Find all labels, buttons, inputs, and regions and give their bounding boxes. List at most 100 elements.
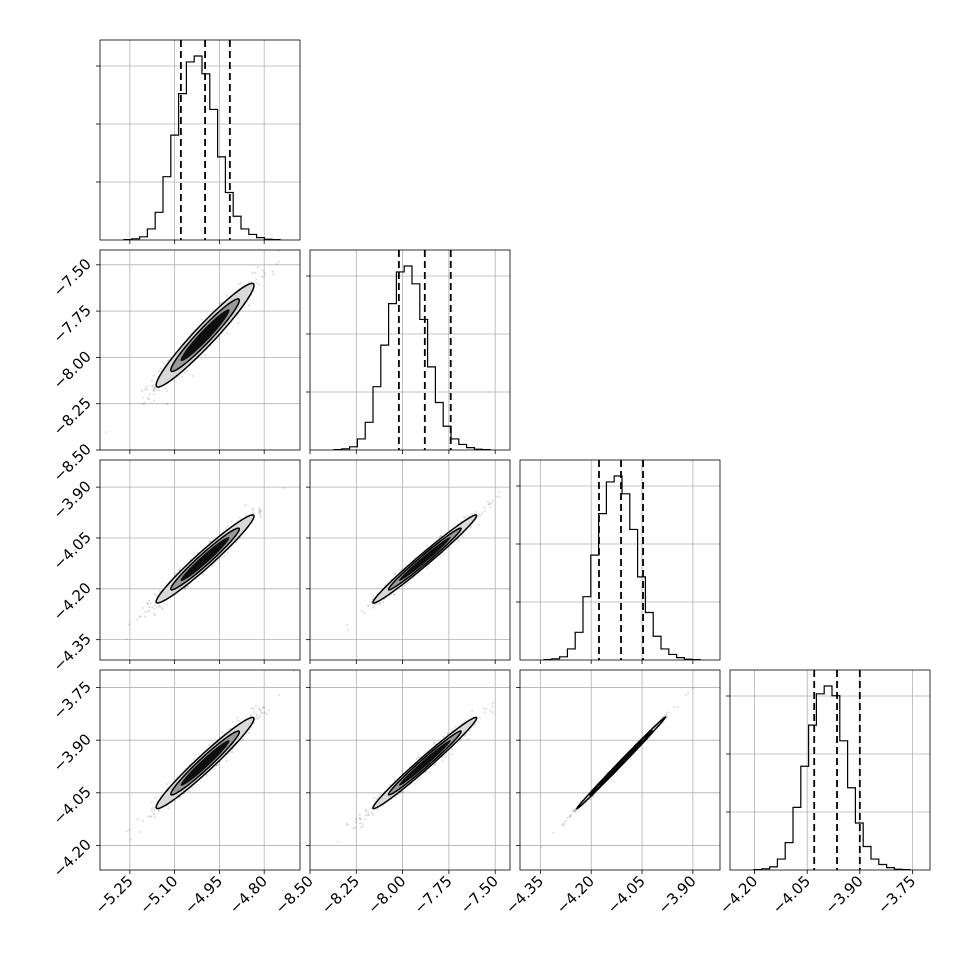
scatter-point [478, 717, 481, 720]
scatter-point [371, 598, 374, 601]
scatter-point [152, 809, 156, 812]
contour-line-outer [372, 716, 478, 810]
scatter-point [220, 731, 224, 734]
x-tick-label: −4.05 [604, 872, 649, 917]
scatter-point [155, 594, 158, 597]
panel-1-1 [306, 249, 511, 454]
scatter-point [540, 846, 543, 849]
scatter-point [156, 388, 159, 391]
scatter-point [174, 800, 177, 803]
scatter-point [191, 374, 194, 377]
panel-frame [99, 669, 301, 871]
scatter-point [433, 763, 436, 767]
contour-line-inner [170, 298, 241, 373]
scatter-point [370, 601, 373, 604]
scatter-point [208, 743, 211, 747]
scatter-point [226, 552, 229, 555]
scatter-point [259, 515, 263, 518]
scatter-point [155, 606, 159, 609]
scatter-point [359, 826, 363, 829]
scatter-point [359, 818, 363, 821]
scatter-point [152, 374, 155, 377]
scatter-point [346, 629, 350, 632]
scatter-point [144, 610, 147, 614]
scatter-point [257, 717, 260, 720]
scatter-point [251, 509, 254, 512]
scatter-point [486, 500, 490, 503]
y-tick-label: −3.90 [50, 730, 95, 775]
scatter-point [473, 512, 476, 515]
scatter-point [479, 514, 482, 517]
scatter-point [152, 812, 155, 815]
histogram-3 [753, 685, 911, 870]
scatter-point [366, 604, 370, 607]
scatter-point [253, 710, 256, 714]
y-tick-label: −7.75 [50, 301, 95, 346]
scatter-point [676, 705, 679, 708]
scatter-point [450, 752, 453, 755]
scatter-point [184, 587, 187, 590]
scatter-point [373, 796, 376, 799]
scatter-point [372, 813, 375, 816]
scatter-point [485, 707, 488, 711]
scatter-point [247, 731, 251, 735]
contour-core [398, 536, 451, 582]
scatter-point [400, 770, 403, 773]
x-tick-label: −4.35 [502, 872, 547, 917]
scatter-point [254, 705, 258, 708]
scatter-point [136, 618, 139, 621]
scatter-point [392, 593, 396, 596]
scatter-point [235, 541, 238, 544]
contour-core [180, 309, 230, 362]
scatter-point [146, 602, 149, 605]
scatter-point [439, 534, 442, 537]
scatter-point [466, 515, 469, 518]
y-tick-label: −7.50 [50, 255, 95, 300]
scatter-point [148, 599, 151, 602]
scatter-point [151, 385, 154, 388]
scatter-point [564, 819, 567, 823]
scatter-point [365, 809, 368, 812]
scatter-point [209, 540, 212, 543]
scatter-point [153, 399, 156, 402]
scatter-point [261, 706, 264, 709]
panel-3-2: −4.35 −4.20 −4.05 −3.90 [502, 669, 721, 917]
scatter-point [361, 825, 365, 828]
contour-line-inner [170, 730, 241, 796]
panel-2-1 [306, 459, 511, 664]
scatter-point [446, 731, 449, 735]
scatter-point [468, 729, 471, 732]
scatter-point [153, 593, 157, 596]
scatter-point [176, 376, 179, 379]
scatter-point [218, 302, 222, 305]
scatter-point [166, 403, 169, 406]
scatter-point [574, 810, 577, 813]
scatter-point [366, 814, 369, 817]
scatter-point [277, 250, 280, 252]
scatter-point [457, 539, 460, 542]
x-tick-label: −7.50 [457, 872, 502, 917]
scatter-point [665, 715, 668, 718]
scatter-point [185, 369, 188, 372]
scatter-point [164, 387, 167, 390]
scatter-point [153, 604, 157, 607]
scatter-point [399, 569, 402, 572]
x-tick-label: −8.50 [272, 872, 317, 917]
scatter-point [371, 594, 374, 597]
scatter-point [264, 272, 267, 275]
scatter-point [236, 716, 239, 719]
scatter-point [158, 604, 161, 607]
scatter-point [271, 270, 275, 273]
scatter-point [255, 281, 258, 284]
scatter-point [153, 386, 156, 389]
scatter-point [159, 367, 162, 370]
scatter-point [364, 813, 367, 816]
scatter-point [691, 687, 695, 690]
scatter-point [260, 509, 263, 512]
panel-frame [309, 669, 511, 871]
y-tick-label: −3.75 [50, 678, 95, 723]
scatter-point [666, 711, 669, 714]
scatter-point [143, 615, 147, 618]
scatter-point [275, 262, 278, 266]
scatter-point [128, 828, 131, 832]
